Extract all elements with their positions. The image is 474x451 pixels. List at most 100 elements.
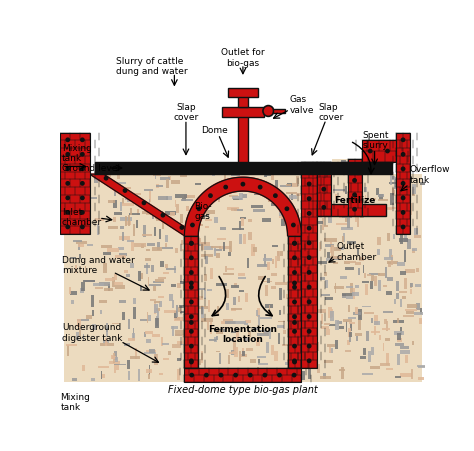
Bar — [141, 245, 144, 249]
Bar — [238, 296, 240, 303]
Circle shape — [81, 139, 84, 142]
Bar — [82, 365, 85, 371]
Bar — [248, 370, 259, 373]
Bar — [276, 251, 279, 256]
Bar — [187, 239, 190, 247]
Bar — [227, 303, 229, 311]
Bar — [242, 348, 244, 356]
Bar — [78, 192, 81, 204]
Bar — [256, 264, 268, 267]
Bar — [412, 341, 414, 345]
Bar — [229, 196, 238, 198]
Bar — [72, 300, 74, 305]
Bar — [186, 208, 189, 212]
Circle shape — [353, 179, 356, 183]
Bar — [371, 366, 380, 370]
Circle shape — [293, 330, 296, 333]
Bar — [155, 318, 159, 328]
Bar — [95, 162, 392, 175]
Circle shape — [308, 168, 311, 171]
Bar — [231, 331, 238, 333]
Bar — [326, 258, 332, 262]
Bar — [154, 228, 156, 236]
Bar — [273, 110, 285, 114]
Bar — [271, 377, 275, 379]
Bar — [112, 356, 116, 359]
Bar — [114, 189, 116, 196]
Bar — [128, 240, 134, 243]
Bar — [147, 315, 151, 322]
Bar — [416, 303, 419, 311]
Bar — [184, 196, 195, 198]
Bar — [253, 210, 264, 213]
Bar — [329, 189, 332, 194]
Circle shape — [293, 242, 296, 245]
Bar — [271, 345, 274, 355]
Bar — [330, 312, 334, 321]
Text: Slap
cover: Slap cover — [319, 103, 344, 122]
Bar — [205, 211, 215, 214]
Bar — [158, 301, 162, 307]
Bar — [287, 184, 292, 186]
Bar — [164, 272, 169, 274]
Bar — [317, 185, 320, 193]
Bar — [157, 311, 159, 318]
Circle shape — [190, 257, 193, 260]
Bar — [140, 273, 143, 279]
Bar — [174, 266, 176, 273]
Bar — [206, 195, 209, 204]
Bar — [393, 320, 404, 323]
Bar — [128, 371, 130, 380]
Bar — [297, 279, 309, 283]
Bar — [173, 327, 174, 336]
Bar — [183, 280, 186, 292]
Bar — [122, 204, 134, 207]
Bar — [311, 175, 313, 181]
Bar — [219, 354, 221, 364]
Bar — [360, 356, 366, 359]
Bar — [160, 178, 170, 180]
Bar — [101, 245, 112, 249]
Text: Underground
digester tank: Underground digester tank — [62, 322, 122, 342]
Bar — [153, 287, 156, 292]
Bar — [212, 170, 215, 176]
Circle shape — [191, 224, 194, 227]
Bar — [294, 288, 304, 290]
Bar — [324, 323, 330, 325]
Bar — [317, 205, 386, 217]
Bar — [271, 174, 273, 180]
Bar — [189, 238, 198, 240]
Bar — [275, 256, 277, 268]
Bar — [357, 193, 361, 198]
Bar — [125, 196, 128, 201]
Bar — [273, 260, 274, 264]
Bar — [127, 196, 130, 203]
Bar — [363, 265, 365, 274]
Bar — [224, 170, 226, 179]
Bar — [76, 241, 87, 245]
Bar — [242, 351, 246, 356]
Bar — [345, 167, 348, 175]
Bar — [115, 182, 126, 184]
Bar — [157, 242, 160, 250]
Circle shape — [219, 373, 223, 377]
Bar — [87, 244, 93, 247]
Bar — [384, 258, 393, 261]
Bar — [124, 270, 128, 274]
Bar — [218, 192, 220, 202]
Bar — [350, 284, 353, 294]
Bar — [407, 207, 410, 216]
Bar — [115, 358, 118, 362]
Bar — [237, 180, 241, 185]
Bar — [303, 321, 307, 323]
Bar — [390, 193, 394, 205]
Bar — [346, 186, 347, 194]
Bar — [70, 181, 72, 189]
Bar — [110, 355, 113, 359]
Bar — [341, 161, 353, 163]
Bar — [241, 218, 244, 226]
Bar — [359, 312, 361, 319]
Bar — [115, 285, 125, 289]
Bar — [228, 207, 239, 210]
Bar — [394, 331, 404, 335]
